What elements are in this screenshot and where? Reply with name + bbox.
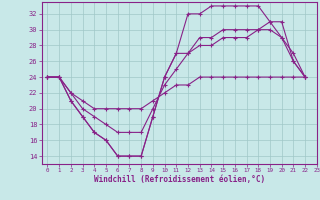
X-axis label: Windchill (Refroidissement éolien,°C): Windchill (Refroidissement éolien,°C) (94, 175, 265, 184)
